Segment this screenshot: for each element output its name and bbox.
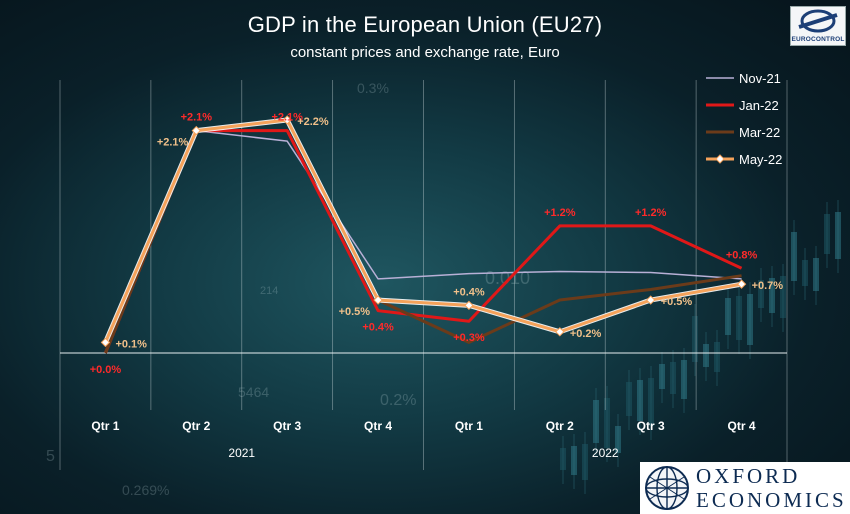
background-number: 0.269% [122,482,170,498]
oxford-economics-logo: OXFORD ECONOMICS [640,462,850,514]
background-number: 5464 [238,384,270,400]
background-candle [615,426,621,453]
background-candle [681,360,687,399]
background-candle [593,400,599,443]
x-tick-label: Qtr 4 [728,419,756,433]
x-tick-label: Qtr 4 [364,419,392,433]
data-label: +0.3% [453,332,485,344]
series-point-may-22 [555,327,565,337]
legend-label: Mar-22 [739,125,780,140]
series-line-nov-21 [104,129,742,354]
data-label: +2.1% [157,137,189,149]
background-candle [626,382,632,416]
legend-marker [715,154,725,164]
eurocontrol-logo: EUROCONTROL [790,6,846,46]
series-point-may-22 [373,295,383,305]
series-point-may-22 [191,125,202,136]
background-candle [604,398,610,448]
oxford-logo-line1: OXFORD [696,464,801,488]
series-point-may-22 [464,300,474,311]
background-candle [835,212,841,259]
eurocontrol-emblem-icon [798,9,838,33]
chart-title: GDP in the European Union (EU27) [247,12,603,37]
data-label: +0.1% [115,338,147,350]
x-tick-label: Qtr 3 [273,419,301,433]
background-candle [648,378,654,426]
background-candle [670,362,676,394]
background-candle [560,448,566,470]
data-label: +1.2% [544,207,576,219]
background-candle [747,294,753,345]
data-label: +0.4% [362,322,394,334]
background-candle [703,344,709,367]
data-label: +0.2% [570,328,602,340]
background-candle [780,276,786,318]
background-candle [813,258,819,291]
x-group-label: 2022 [592,446,619,460]
background-candle [736,296,742,340]
series-point-may-22 [282,115,292,125]
background-candle [725,298,731,335]
legend-label: Nov-21 [739,71,781,86]
series-line-may-22 [104,118,742,344]
background-candle [571,446,577,475]
background-candle [769,278,775,313]
data-label: +0.8% [726,249,758,261]
x-group-label: 2021 [228,446,255,460]
background-candle [791,232,797,281]
series-point-may-22 [736,279,747,289]
x-tick-label: Qtr 1 [455,419,483,433]
eurocontrol-logo-text: EUROCONTROL [791,36,845,43]
oxford-logo-line2: ECONOMICS [696,488,847,512]
data-label: +0.0% [90,364,122,376]
background-candle [714,342,720,372]
data-label: +1.2% [635,207,667,219]
background-candle [802,260,808,286]
background-number: 0.2% [380,392,417,409]
data-label: +2.1% [271,112,303,124]
data-label: +0.5% [661,296,693,308]
background-number: 214 [260,285,279,297]
legend-label: May-22 [739,152,782,167]
background-candle [659,364,665,389]
background-number: 5 [46,448,55,465]
x-tick-label: Qtr 3 [637,419,665,433]
series-point-may-22 [100,337,111,348]
data-label: +0.5% [339,306,371,318]
x-tick-label: Qtr 2 [182,419,210,433]
background-candle [758,280,764,308]
data-label: +0.7% [752,280,784,292]
chart-subtitle: constant prices and exchange rate, Euro [290,44,560,61]
background-candle [582,444,588,480]
x-tick-label: Qtr 2 [546,419,574,433]
background-number: 0.3% [357,80,389,96]
background-candle [692,316,698,362]
series-point-may-22 [645,295,656,305]
data-label: +2.1% [181,112,213,124]
data-label: +0.4% [453,286,485,298]
data-label: +2.2% [297,116,329,128]
legend-label: Jan-22 [739,98,779,113]
x-tick-label: Qtr 1 [91,419,119,433]
background-candle [637,380,643,421]
background-candle [824,214,830,254]
globe-icon [645,466,689,510]
